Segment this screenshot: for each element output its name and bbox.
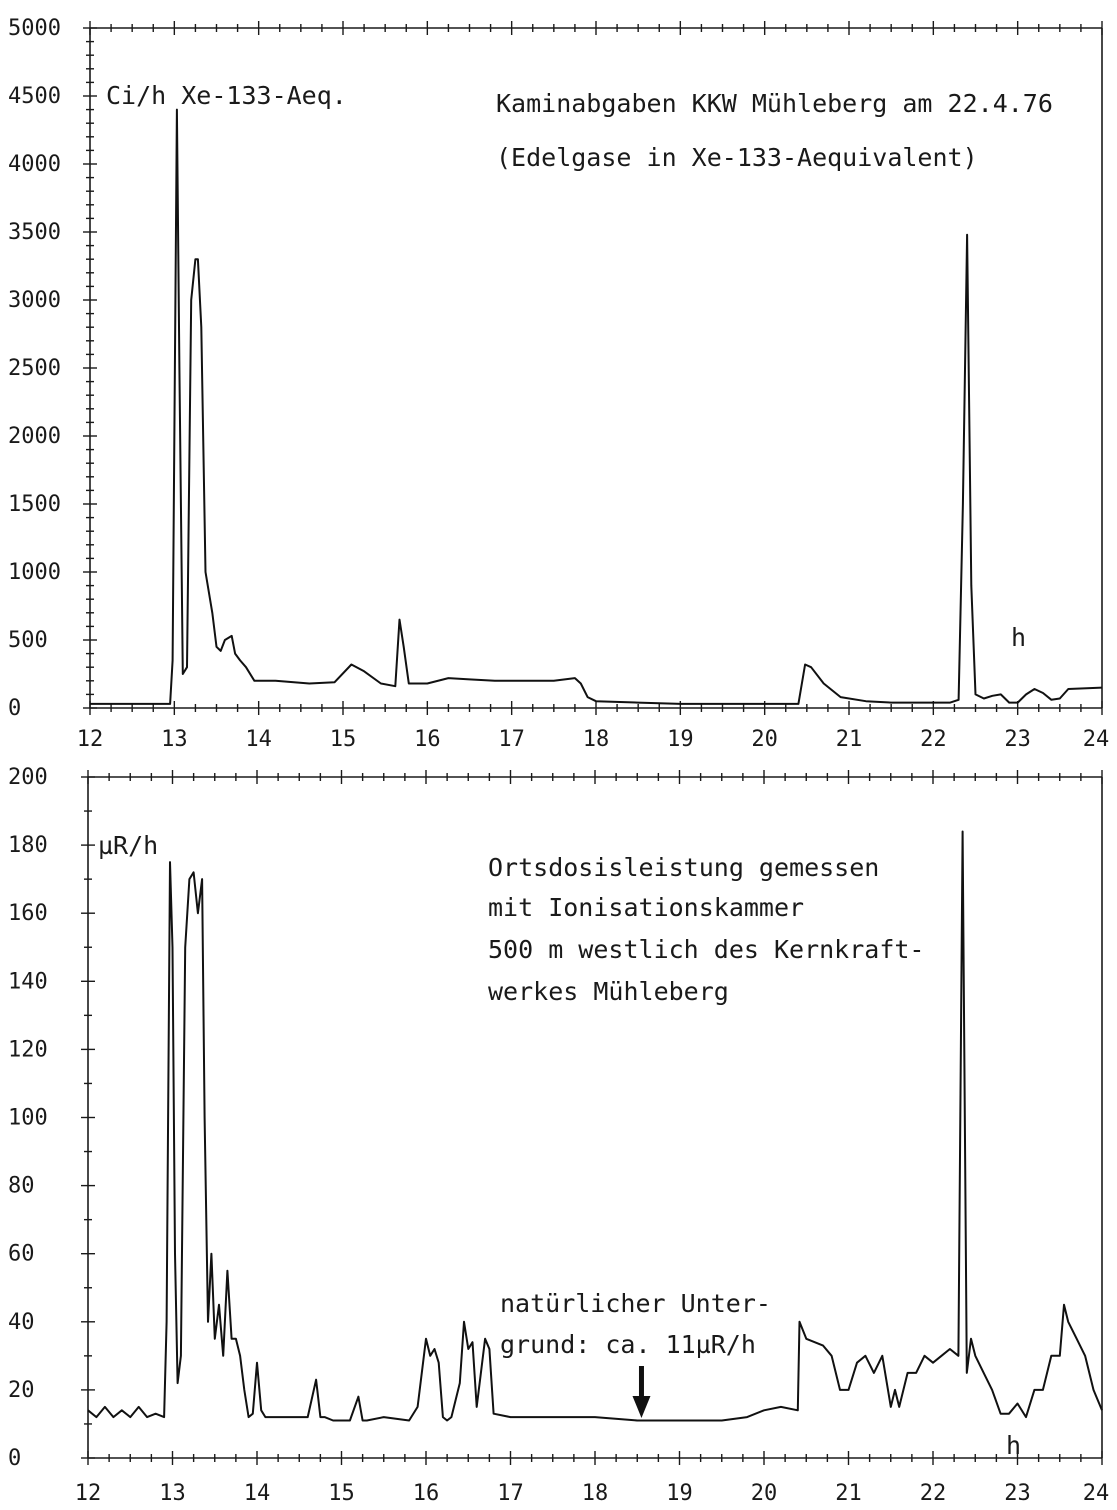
bottom-annotation-line-1: Ortsdosisleistung gemessen xyxy=(488,853,879,882)
top-x-tick-label: 22 xyxy=(920,727,947,752)
top-chart: 12 13 14 15 16 17 18 19 20 21 22 23 24 0 500 1000 1500 2… xyxy=(8,16,1109,752)
bottom-unit-label: µR/h xyxy=(98,831,158,860)
bottom-x-unit-label: h xyxy=(1006,1431,1021,1460)
bottom-x-tick-label: 19 xyxy=(666,1481,693,1506)
top-y-tick-label: 5000 xyxy=(8,16,61,41)
top-x-tick-label: 20 xyxy=(751,727,778,752)
bottom-annotation-line-3: 500 m westlich des Kernkraft- xyxy=(488,935,925,964)
bottom-y-tick-label: 60 xyxy=(8,1242,35,1267)
bottom-x-tick-label: 20 xyxy=(751,1481,778,1506)
bottom-annotation-line-4: werkes Mühleberg xyxy=(488,977,729,1006)
bottom-y-tick-label: 160 xyxy=(8,901,48,926)
background-note-line-1: natürlicher Unter- xyxy=(500,1289,771,1318)
top-y-tick-label: 1000 xyxy=(8,560,61,585)
top-y-tick-label: 1500 xyxy=(8,492,61,517)
top-x-tick-label: 18 xyxy=(583,727,610,752)
bottom-x-tick-label: 22 xyxy=(920,1481,947,1506)
background-arrow-icon xyxy=(632,1366,651,1418)
bottom-x-tick-label: 14 xyxy=(244,1481,271,1506)
top-x-unit-label: h xyxy=(1011,623,1026,652)
bottom-x-tick-label: 15 xyxy=(328,1481,355,1506)
top-annotation-line-1: Kaminabgaben KKW Mühleberg am 22.4.76 xyxy=(496,89,1053,118)
bottom-y-tick-label: 80 xyxy=(8,1174,35,1199)
top-y-tick-labels: 0 500 1000 1500 2000 2500 3000 3500 4000 4500 5000 xyxy=(8,16,61,721)
bottom-y-tick-labels: 0 20 40 60 80 100 120 140 160 180 200 xyxy=(8,765,48,1471)
top-x-tick-label: 12 xyxy=(77,727,104,752)
top-y-tick-label: 3000 xyxy=(8,288,61,313)
bottom-x-tick-label: 17 xyxy=(497,1481,524,1506)
top-axes-frame xyxy=(89,27,1103,709)
top-x-tick-label: 23 xyxy=(1004,727,1031,752)
top-y-tick-label: 2500 xyxy=(8,356,61,381)
bottom-y-tick-label: 40 xyxy=(8,1310,35,1335)
bottom-annotation-line-2: mit Ionisationskammer xyxy=(488,893,804,922)
top-x-tick-label: 13 xyxy=(161,727,188,752)
background-note-line-2: grund: ca. 11µR/h xyxy=(500,1330,756,1359)
bottom-y-tick-label: 140 xyxy=(8,969,48,994)
top-y-tick-label: 500 xyxy=(8,628,48,653)
bottom-chart: 12 13 14 15 16 17 18 19 20 21 22 23 24 0 20 40 60 80 100 1… xyxy=(8,765,1109,1506)
bottom-y-tick-label: 200 xyxy=(8,765,48,790)
bottom-x-tick-labels: 12 13 14 15 16 17 18 19 20 21 22 23 24 xyxy=(75,1481,1110,1506)
top-y-tick-label: 3500 xyxy=(8,220,61,245)
bottom-x-tick-label: 23 xyxy=(1004,1481,1031,1506)
bottom-y-tick-label: 180 xyxy=(8,833,48,858)
bottom-tick-marks xyxy=(81,770,1103,1465)
top-x-tick-label: 19 xyxy=(667,727,694,752)
bottom-y-tick-label: 0 xyxy=(8,1446,21,1471)
bottom-x-tick-label: 18 xyxy=(582,1481,609,1506)
bottom-y-tick-label: 20 xyxy=(8,1378,35,1403)
bottom-series-line xyxy=(87,830,1103,1422)
top-annotation-line-2: (Edelgase in Xe-133-Aequivalent) xyxy=(496,143,978,172)
bottom-y-tick-label: 100 xyxy=(8,1106,48,1131)
top-series-line xyxy=(90,108,1103,705)
top-y-tick-label: 4500 xyxy=(8,84,61,109)
bottom-x-tick-label: 21 xyxy=(835,1481,862,1506)
top-y-tick-label: 4000 xyxy=(8,152,61,177)
bottom-x-tick-label: 24 xyxy=(1083,1481,1110,1506)
bottom-y-tick-label: 120 xyxy=(8,1037,48,1062)
top-x-tick-labels: 12 13 14 15 16 17 18 19 20 21 22 23 24 xyxy=(77,727,1110,752)
top-x-tick-label: 21 xyxy=(836,727,863,752)
top-x-tick-label: 17 xyxy=(498,727,525,752)
top-x-tick-label: 24 xyxy=(1083,727,1110,752)
bottom-x-tick-label: 12 xyxy=(75,1481,102,1506)
top-x-tick-label: 14 xyxy=(245,727,272,752)
bottom-x-tick-label: 13 xyxy=(159,1481,186,1506)
top-y-tick-label: 0 xyxy=(8,696,21,721)
top-unit-label: Ci/h Xe-133-Aeq. xyxy=(106,81,347,110)
top-x-tick-label: 15 xyxy=(330,727,357,752)
top-y-tick-label: 2000 xyxy=(8,424,61,449)
top-tick-marks xyxy=(83,21,1103,715)
top-x-tick-label: 16 xyxy=(414,727,441,752)
bottom-x-tick-label: 16 xyxy=(413,1481,440,1506)
